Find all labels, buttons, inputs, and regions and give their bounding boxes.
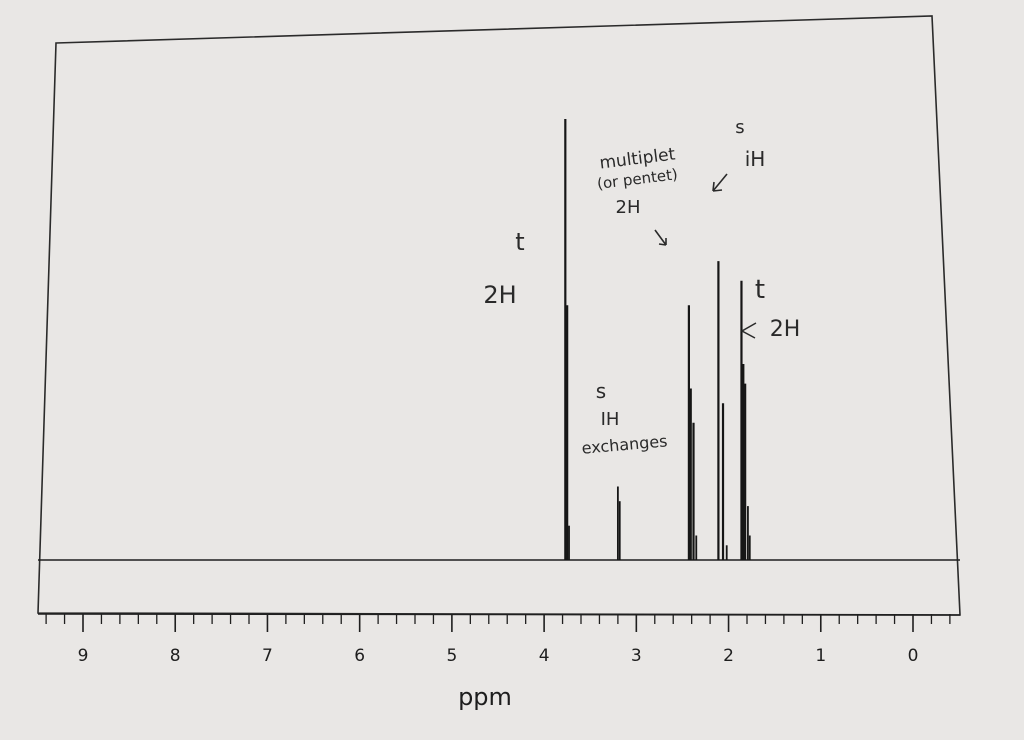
x-tick-label: 8 [170,646,181,666]
x-tick-label: 2 [723,646,734,666]
x-tick-label: 7 [262,646,273,666]
annotation-t-left: t [515,228,524,256]
annotation-multiplet: multiplet (or pentet) 2H [596,144,679,246]
x-tick-label: 4 [539,646,550,666]
x-tick-label: 9 [78,646,89,666]
arrow-icon [740,322,757,339]
annotation-ih-top: iH [745,147,766,171]
annotation-2h-left: 2H [483,281,516,309]
x-axis-title: ppm [458,683,512,711]
arrow-icon [712,173,728,192]
x-tick-label: 6 [354,646,365,666]
annotation-s-mid: s [596,379,606,403]
annotation-ih-mid: IH [601,409,620,430]
annotation-t-right: t [755,275,765,305]
x-tick-label: 1 [815,646,826,666]
x-tick-label: 5 [446,646,457,666]
annotation-triplet-1-86: t 2H [740,275,801,342]
annotation-triplet-3-77: t 2H [483,228,524,309]
annotation-2h-right: 2H [770,317,801,342]
annotation-singlet-2-11: s iH [712,117,766,192]
spectrum-peaks [564,119,751,560]
x-axis-line [37,613,961,616]
x-axis-ticks: 9 8 7 6 5 4 3 2 1 0 [45,614,951,666]
x-tick-label: 0 [908,646,919,666]
x-tick-label: 3 [631,646,642,666]
annotation-s-top: s [735,117,744,138]
arrow-icon [654,229,667,246]
annotation-2h-multiplet: 2H [616,197,641,218]
